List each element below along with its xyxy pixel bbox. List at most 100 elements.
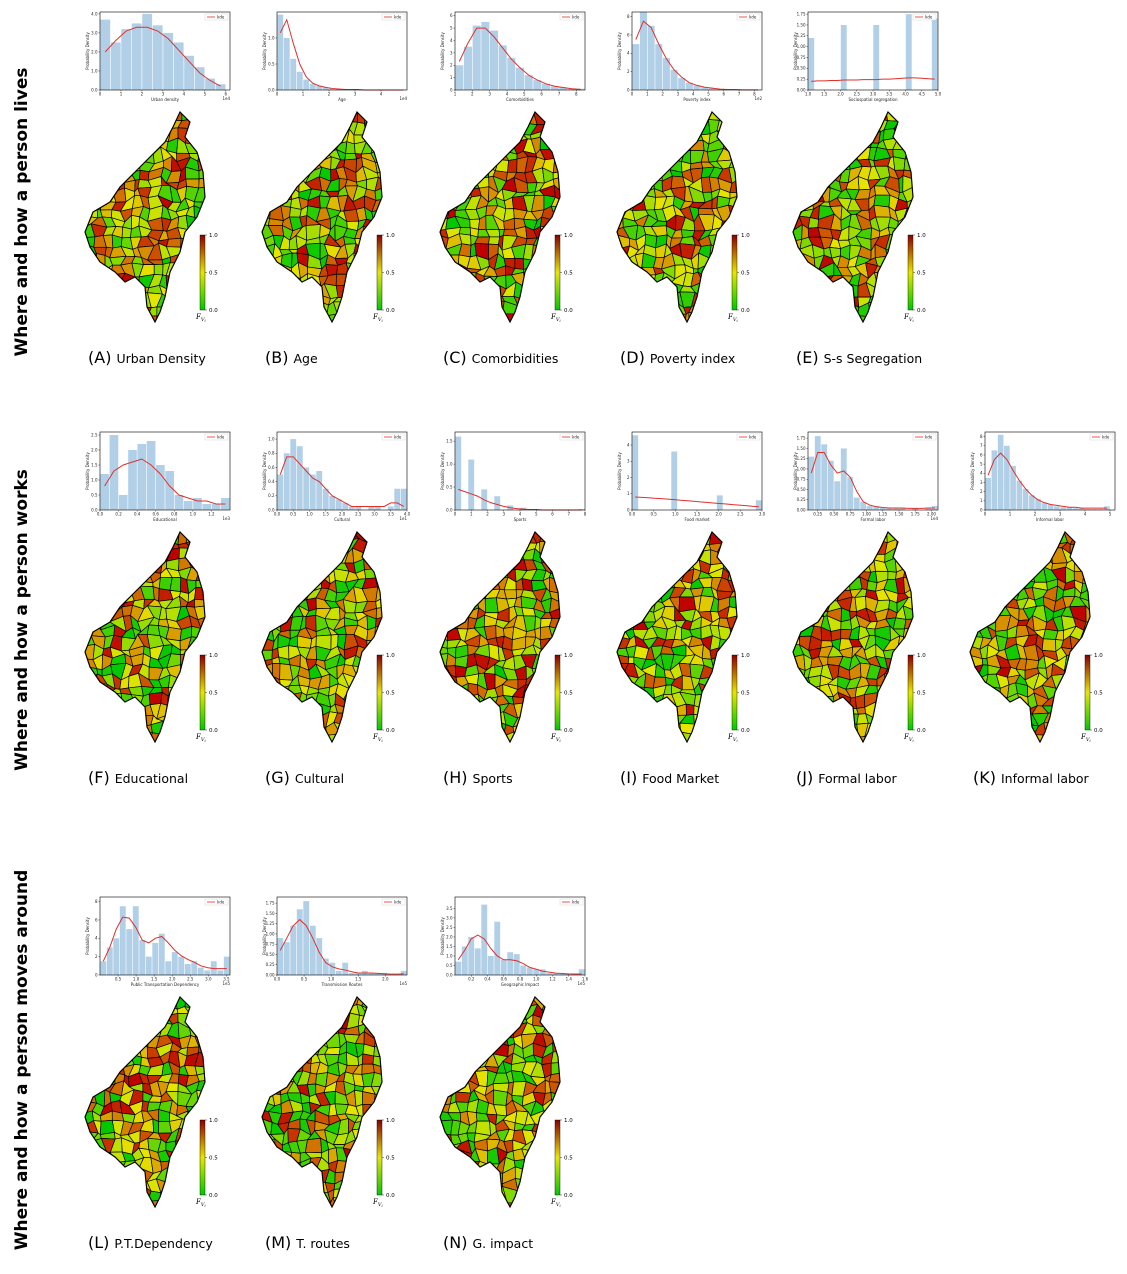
map-district: [1004, 735, 1018, 744]
map-district: [653, 147, 667, 160]
panel-letter: (F): [88, 768, 110, 787]
map-district: [804, 579, 814, 593]
map-district: [808, 696, 821, 707]
x-tick-label: 0.5: [115, 977, 122, 982]
map-district: [690, 532, 699, 543]
map-district: [109, 1178, 124, 1191]
map-district: [138, 112, 150, 124]
map-district: [375, 1028, 384, 1040]
x-tick-label: 1.0: [672, 512, 679, 517]
map-district: [478, 579, 488, 590]
map-district: [447, 532, 460, 542]
map-district: [372, 129, 384, 140]
map-district: [139, 542, 153, 554]
panel: 0.00.51.01.52.02.53.03.54.00.00.20.40.60…: [262, 432, 411, 787]
map-district: [440, 1007, 449, 1015]
map-district: [320, 1014, 331, 1029]
map-district: [194, 599, 207, 607]
map-district: [139, 554, 154, 564]
map-district: [821, 151, 832, 159]
map-district: [270, 1186, 283, 1199]
colorbar-tick-label: 0.0: [741, 728, 750, 734]
map-district: [550, 553, 562, 562]
y-tick-label: 6: [980, 452, 983, 457]
map-district: [281, 150, 293, 162]
map-district: [362, 659, 375, 668]
map-district: [277, 997, 289, 1009]
map-district: [474, 997, 490, 1007]
map-district: [632, 687, 644, 697]
panel-caption: (E)S-s Segregation: [796, 348, 922, 367]
map-district: [166, 724, 180, 735]
colorbar-tick-label: 1.0: [564, 233, 573, 239]
x-tick-label: 0: [99, 92, 102, 97]
map-district: [269, 1067, 280, 1077]
map-district: [460, 693, 469, 704]
map-district: [513, 997, 523, 1008]
map-district: [85, 1174, 97, 1184]
bar: [202, 504, 211, 510]
map-district: [1007, 539, 1017, 553]
map-district: [813, 596, 823, 611]
map-district: [524, 272, 537, 287]
map-district: [91, 277, 107, 288]
map-district: [152, 997, 164, 1009]
map-district: [440, 129, 450, 143]
map-district: [141, 1009, 154, 1020]
y-tick-label: 8: [627, 14, 630, 19]
x-tick-label: 0.8: [171, 512, 178, 517]
map-district: [190, 1167, 197, 1180]
map-district: [628, 562, 635, 570]
map-district: [828, 137, 844, 153]
map-district: [842, 709, 849, 716]
map-district: [147, 532, 163, 544]
map-district: [343, 311, 353, 324]
map-district: [885, 686, 894, 693]
map-district: [970, 673, 979, 687]
map-district: [903, 627, 915, 642]
map-district: [100, 210, 111, 218]
map-district: [459, 149, 472, 163]
map-district: [995, 734, 1007, 744]
map-district: [85, 1003, 97, 1018]
x-tick-label: 3: [162, 92, 165, 97]
x-tick-label: 3.0: [870, 92, 877, 97]
map-district: [493, 119, 505, 130]
map-district: [1057, 694, 1067, 706]
map-district: [449, 177, 459, 189]
y-tick-label: 0: [980, 507, 983, 512]
bar: [126, 929, 132, 975]
bar: [156, 465, 165, 510]
map-district: [793, 198, 806, 211]
map-district: [888, 571, 897, 579]
map-district: [625, 542, 636, 549]
map-district: [289, 1003, 302, 1018]
map-district: [262, 1065, 272, 1073]
map-district: [667, 147, 676, 160]
map-district: [702, 722, 714, 736]
map-district: [362, 1054, 373, 1064]
map-district: [657, 157, 667, 173]
map-district: [85, 1052, 96, 1068]
map-district: [298, 1186, 312, 1196]
map-district: [121, 129, 135, 143]
map-district: [513, 112, 525, 123]
map-district: [113, 312, 122, 324]
map-district: [663, 296, 674, 306]
map-district: [651, 119, 662, 131]
map-district: [271, 538, 282, 554]
map-district: [645, 705, 653, 719]
map-district: [793, 715, 804, 722]
map-district: [456, 1064, 468, 1071]
colorbar: [200, 655, 205, 730]
map-district: [803, 561, 814, 569]
map-district: [818, 714, 830, 726]
map-district: [633, 563, 648, 573]
map-district: [898, 532, 910, 541]
bar: [303, 80, 309, 90]
map-district: [833, 312, 843, 324]
panel-caption: (I)Food Market: [620, 768, 719, 787]
bar: [815, 436, 821, 510]
map-district: [95, 722, 107, 737]
map-district: [638, 577, 648, 592]
